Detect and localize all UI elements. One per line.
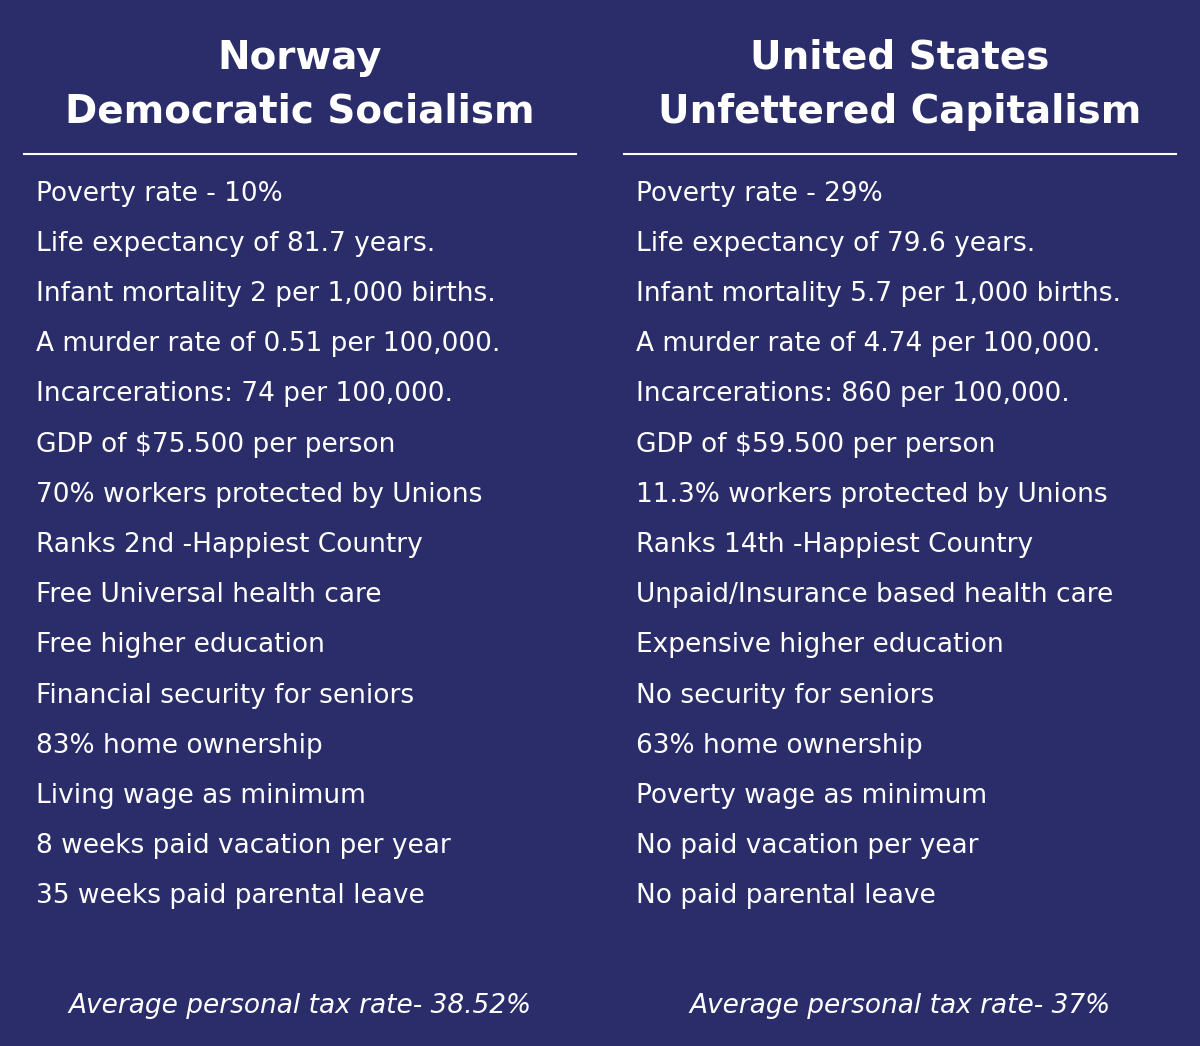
Text: A murder rate of 4.74 per 100,000.: A murder rate of 4.74 per 100,000. xyxy=(636,332,1100,357)
Text: A murder rate of 0.51 per 100,000.: A murder rate of 0.51 per 100,000. xyxy=(36,332,500,357)
Text: 63% home ownership: 63% home ownership xyxy=(636,733,923,758)
Text: Norway: Norway xyxy=(217,39,383,76)
Text: Expensive higher education: Expensive higher education xyxy=(636,633,1003,658)
Text: Ranks 2nd -Happiest Country: Ranks 2nd -Happiest Country xyxy=(36,532,422,558)
Text: Poverty rate - 29%: Poverty rate - 29% xyxy=(636,181,883,206)
Text: 11.3% workers protected by Unions: 11.3% workers protected by Unions xyxy=(636,482,1108,507)
Text: Life expectancy of 81.7 years.: Life expectancy of 81.7 years. xyxy=(36,231,436,256)
Text: No security for seniors: No security for seniors xyxy=(636,683,935,708)
Text: Incarcerations: 860 per 100,000.: Incarcerations: 860 per 100,000. xyxy=(636,382,1069,407)
Text: Life expectancy of 79.6 years.: Life expectancy of 79.6 years. xyxy=(636,231,1036,256)
Text: United States: United States xyxy=(750,39,1050,76)
Text: Average personal tax rate- 38.52%: Average personal tax rate- 38.52% xyxy=(68,994,532,1019)
Text: Infant mortality 2 per 1,000 births.: Infant mortality 2 per 1,000 births. xyxy=(36,281,496,306)
Text: Democratic Socialism: Democratic Socialism xyxy=(65,93,535,131)
Text: 70% workers protected by Unions: 70% workers protected by Unions xyxy=(36,482,482,507)
Text: Average personal tax rate- 37%: Average personal tax rate- 37% xyxy=(690,994,1110,1019)
Text: Poverty rate - 10%: Poverty rate - 10% xyxy=(36,181,283,206)
Text: GDP of $59.500 per person: GDP of $59.500 per person xyxy=(636,432,995,457)
Text: Unfettered Capitalism: Unfettered Capitalism xyxy=(659,93,1141,131)
Text: Financial security for seniors: Financial security for seniors xyxy=(36,683,414,708)
Text: 83% home ownership: 83% home ownership xyxy=(36,733,323,758)
Text: Poverty wage as minimum: Poverty wage as minimum xyxy=(636,783,988,809)
Text: Free Universal health care: Free Universal health care xyxy=(36,583,382,608)
Text: 8 weeks paid vacation per year: 8 weeks paid vacation per year xyxy=(36,834,451,859)
Text: Free higher education: Free higher education xyxy=(36,633,325,658)
Text: Living wage as minimum: Living wage as minimum xyxy=(36,783,366,809)
Text: Unpaid/Insurance based health care: Unpaid/Insurance based health care xyxy=(636,583,1114,608)
Text: Infant mortality 5.7 per 1,000 births.: Infant mortality 5.7 per 1,000 births. xyxy=(636,281,1121,306)
Text: 35 weeks paid parental leave: 35 weeks paid parental leave xyxy=(36,884,425,909)
Text: No paid parental leave: No paid parental leave xyxy=(636,884,936,909)
Text: Ranks 14th -Happiest Country: Ranks 14th -Happiest Country xyxy=(636,532,1033,558)
Text: No paid vacation per year: No paid vacation per year xyxy=(636,834,978,859)
Text: Incarcerations: 74 per 100,000.: Incarcerations: 74 per 100,000. xyxy=(36,382,454,407)
Text: GDP of $75.500 per person: GDP of $75.500 per person xyxy=(36,432,395,457)
